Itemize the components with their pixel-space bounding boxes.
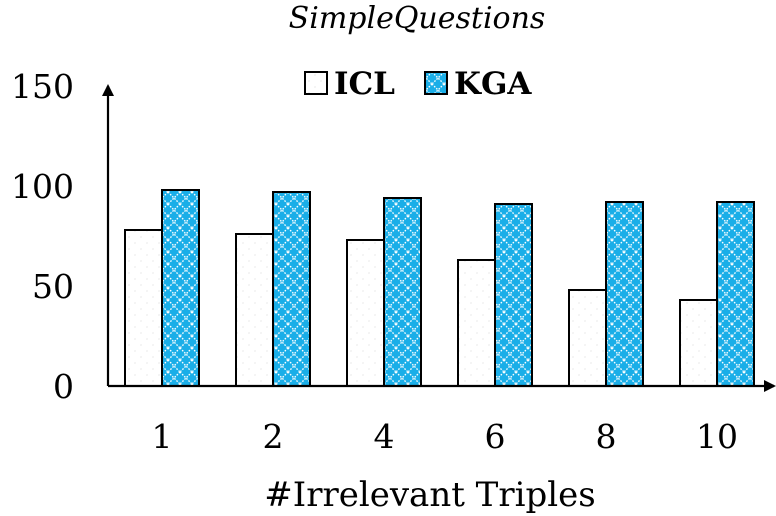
bar-icl-6	[457, 259, 496, 387]
x-axis-title: #Irrelevant Triples	[264, 475, 595, 515]
chart-title: SimpleQuestions	[289, 1, 546, 36]
bar-icl-1	[124, 229, 163, 387]
y-tick-labels: 0 50 100 150	[11, 67, 74, 406]
x-tick-label: 8	[596, 417, 617, 456]
x-tick-label: 10	[696, 417, 738, 456]
y-tick-label: 100	[11, 167, 74, 206]
x-tick-label: 1	[152, 417, 173, 456]
x-tick-label: 4	[374, 417, 395, 456]
bar-kga-4	[383, 197, 422, 387]
bars-group	[124, 189, 755, 387]
legend-swatch-kga	[424, 71, 448, 95]
y-tick-label: 150	[11, 67, 74, 106]
y-tick-label: 0	[53, 367, 74, 406]
y-tick-label: 50	[32, 267, 74, 306]
bar-icl-10	[679, 299, 718, 387]
bar-icl-8	[568, 289, 607, 387]
bar-kga-10	[716, 201, 755, 387]
legend-swatch-icl	[304, 71, 328, 95]
legend: ICL KGA	[304, 66, 532, 102]
legend-label-icl: ICL	[334, 66, 395, 102]
bar-kga-8	[605, 201, 644, 387]
x-tick-label: 2	[263, 417, 284, 456]
x-tick-labels: 1 2 4 6 8 10	[152, 417, 739, 456]
bar-icl-4	[346, 239, 385, 387]
legend-label-kga: KGA	[454, 66, 532, 102]
bar-kga-2	[272, 191, 311, 387]
bar-kga-1	[161, 189, 200, 387]
bar-icl-2	[235, 233, 274, 387]
bar-kga-6	[494, 203, 533, 387]
x-tick-label: 6	[485, 417, 506, 456]
